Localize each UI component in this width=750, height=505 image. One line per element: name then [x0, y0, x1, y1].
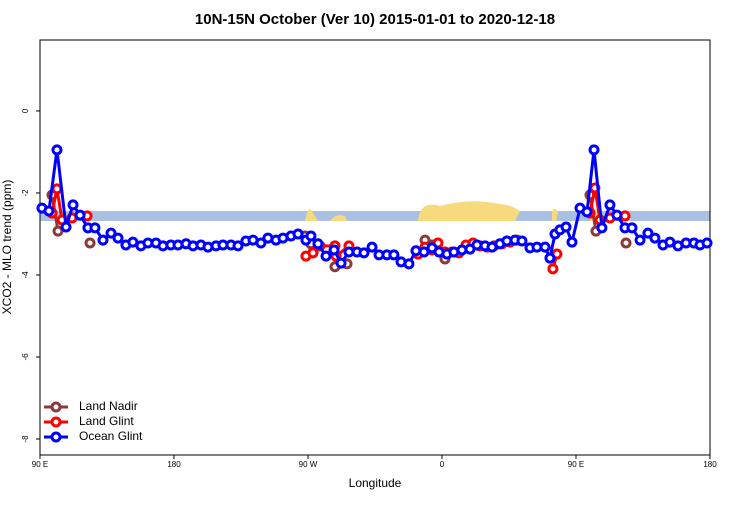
point [626, 222, 638, 234]
x-tick-label: 90 E [32, 460, 48, 469]
point [43, 205, 55, 217]
point [581, 206, 593, 218]
point [544, 252, 556, 264]
y-tick-label: -2 [21, 189, 30, 197]
point [611, 209, 623, 221]
point [701, 237, 713, 249]
point [51, 144, 63, 156]
point [649, 232, 661, 244]
ocean-band [40, 211, 710, 221]
point [620, 237, 632, 249]
point [358, 247, 370, 259]
point [418, 246, 430, 258]
chart-title: 10N-15N October (Ver 10) 2015-01-01 to 2… [195, 11, 555, 28]
legend-label: Ocean Glint [79, 429, 143, 443]
point [403, 258, 415, 270]
point [335, 257, 347, 269]
point [307, 247, 319, 259]
y-axis-label: XCO2 - MLO trend (ppm) [0, 180, 14, 315]
point [516, 235, 528, 247]
point [320, 250, 332, 262]
point [596, 222, 608, 234]
legend-marker [50, 431, 62, 443]
point [292, 228, 304, 240]
point [255, 237, 267, 249]
point [60, 221, 72, 233]
point [634, 234, 646, 246]
point [642, 227, 654, 239]
point [539, 241, 551, 253]
y-tick-label: -4 [21, 271, 30, 279]
point [232, 240, 244, 252]
legend-label: Land Glint [79, 414, 134, 428]
point [604, 199, 616, 211]
legend-label: Land Nadir [79, 399, 138, 413]
point [305, 230, 317, 242]
y-tick-label: -6 [21, 353, 30, 361]
point [588, 144, 600, 156]
x-tick-label: 90 W [299, 460, 318, 469]
point [84, 237, 96, 249]
legend-marker [50, 416, 62, 428]
x-tick-label: 180 [703, 460, 717, 469]
x-tick-label: 0 [440, 460, 445, 469]
point [566, 236, 578, 248]
point [388, 249, 400, 261]
land-mask [305, 201, 602, 221]
series-layer [36, 144, 713, 275]
point [112, 232, 124, 244]
point [74, 209, 86, 221]
point [67, 199, 79, 211]
y-tick-label: -8 [21, 435, 30, 443]
point [560, 221, 572, 233]
point [547, 263, 559, 275]
x-axis-label: Longitude [349, 476, 402, 490]
legend-marker [50, 401, 62, 413]
point [312, 238, 324, 250]
point [89, 222, 101, 234]
point [97, 234, 109, 246]
y-tick-label: 0 [21, 108, 30, 113]
x-tick-label: 90 E [568, 460, 584, 469]
point [366, 241, 378, 253]
point [52, 225, 64, 237]
point [328, 244, 340, 256]
surface-band [40, 201, 710, 221]
point [105, 227, 117, 239]
x-tick-label: 180 [167, 460, 181, 469]
